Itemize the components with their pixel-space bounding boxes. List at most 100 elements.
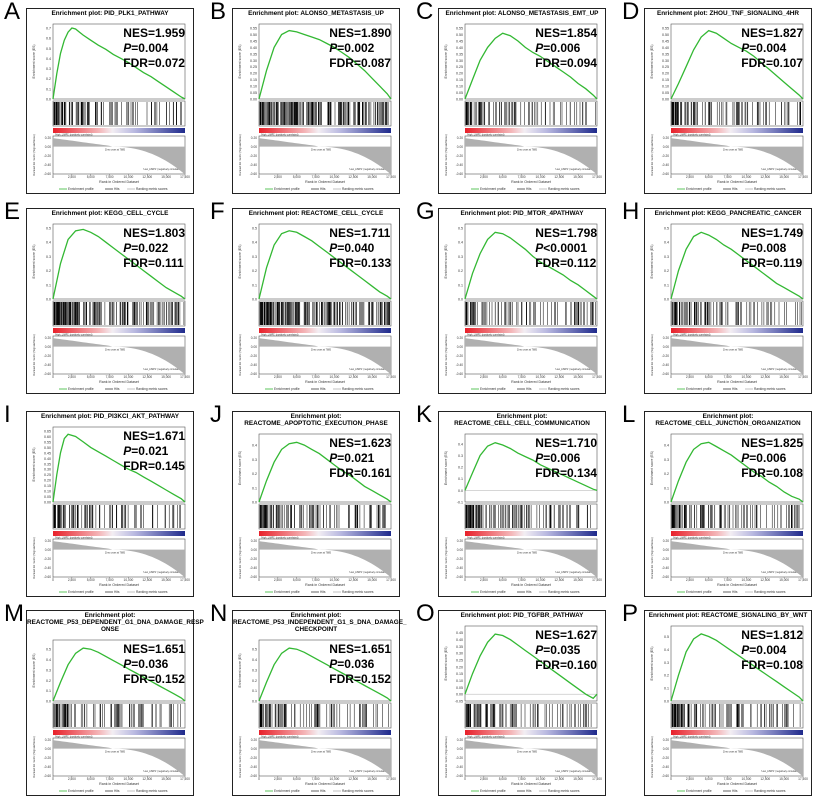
legend-entry-hits: Hits	[732, 187, 738, 191]
metric-tick-label: 0.20	[45, 336, 51, 340]
es-axis-label: Enrichment score (ES)	[238, 451, 242, 485]
x-axis-label: Rank in Ordered Dataset	[717, 180, 757, 184]
x-tick-label: 12,500	[760, 777, 770, 781]
es-tick-label: 0.4	[664, 648, 669, 652]
x-tick-label: 0	[52, 375, 54, 379]
x-tick-label: 0	[670, 175, 672, 179]
enrichment-curve	[52, 27, 186, 100]
plot-frame: Enrichment plot: KEGG_PANCREATIC_CANCER 0…	[644, 208, 812, 394]
es-tick-label: 0.30	[44, 468, 51, 472]
x-tick-label: 5,000	[87, 375, 95, 379]
legend: Enrichment profile Hits Ranking metric sco…	[471, 590, 580, 594]
nes-line: NES=1.825	[741, 436, 803, 450]
x-tick-label: 5,000	[293, 375, 301, 379]
hits-area	[258, 503, 392, 530]
plot-frame: Enrichment plot: REACTOME_CELL_JUNCTION_…	[644, 411, 812, 597]
x-tick-label: 15,000	[161, 578, 171, 582]
stats-block: NES=1.812 P=0.004 FDR=0.108	[741, 628, 803, 673]
gsea-svg: 0.4 0.3 0.2 0.1 0.0 Enrichment score (ES) 'Hig…	[238, 433, 396, 594]
fdr-line: FDR=0.087	[329, 56, 391, 70]
x-tick-label: 12,500	[142, 777, 152, 781]
stats-block: NES=1.651 P=0.036 FDR=0.152	[329, 642, 391, 687]
metric-tick-label: -0.20	[456, 154, 463, 158]
x-axis-label: Rank in Ordered Dataset	[511, 782, 551, 786]
ranking-metric-area	[259, 740, 391, 777]
legend-entry-metric: Ranking metric scores	[754, 187, 786, 191]
low-phenotype-label: 'Low_LIMP1' (negatively correlated)	[555, 770, 593, 773]
plot-title: Enrichment plot: ZHOU_TNF_SIGNALING_4HR	[656, 10, 800, 17]
metric-tick-label: -0.20	[456, 557, 463, 561]
high-phenotype-label: 'High_LIMP1' (positively correlated)	[467, 736, 505, 739]
es-plot-area	[52, 223, 186, 300]
es-tick-label: 0.55	[456, 27, 463, 31]
hits-area	[464, 100, 598, 127]
p-line: P=0.006	[535, 451, 581, 465]
metric-tick-label: -0.40	[456, 163, 463, 167]
es-tick-label: 0.2	[252, 269, 257, 273]
es-tick-label: 0.2	[252, 679, 257, 683]
es-axis-label: Enrichment score (ES)	[650, 646, 654, 680]
ranking-color-bar	[465, 128, 597, 133]
ranking-metric-area	[259, 338, 391, 375]
x-tick-label: 12,500	[554, 578, 564, 582]
es-axis-label: Enrichment score (ES)	[650, 451, 654, 485]
x-axis-label: Rank in Ordered Dataset	[511, 380, 551, 384]
low-phenotype-label: 'Low_LIMP1' (negatively correlated)	[349, 571, 387, 574]
es-tick-label: 0.0	[664, 298, 669, 302]
es-tick-label: 0.1	[46, 283, 51, 287]
hit-lines	[671, 102, 801, 125]
fdr-value: 0.152	[360, 672, 391, 686]
ranking-color-bar	[53, 328, 185, 333]
es-tick-label: 0.50	[44, 446, 51, 450]
metric-tick-label: -0.60	[662, 372, 669, 376]
p-line: P=0.040	[329, 241, 375, 255]
es-tick-label: 0.65	[44, 430, 51, 434]
metric-tick-label: 0.00	[251, 747, 257, 751]
gsea-svg: 0.5 0.4 0.3 0.2 0.1 0.0 Enrichment score (ES) '…	[650, 625, 808, 793]
metric-tick-label: -0.60	[44, 774, 51, 778]
gsea-svg: 0.55 0.50 0.45 0.40 0.35 0.30 0.25 0.20 0.15 0.10…	[444, 23, 602, 191]
legend-entry-hits: Hits	[526, 789, 532, 793]
ranking-color-bar	[53, 531, 185, 536]
x-tick-label: 5,000	[293, 777, 301, 781]
x-tick-label: 15,000	[367, 375, 377, 379]
x-tick-label: 5,000	[705, 175, 713, 179]
x-axis-label: Rank in Ordered Dataset	[511, 180, 551, 184]
x-tick-label: 12,500	[554, 777, 564, 781]
ranking-metric-area	[671, 338, 803, 375]
es-tick-label: 0.30	[662, 59, 669, 63]
legend-entry-hits: Hits	[114, 590, 120, 594]
es-tick-label: 0.15	[250, 78, 257, 82]
es-plot-area	[670, 23, 804, 100]
metric-axis-label: Ranked list metric (Signal2Noise)	[32, 537, 36, 578]
hits-area	[258, 100, 392, 127]
gsea-panel-f: F Enrichment plot: REACTOME_CELL_CYCLE 0.5…	[210, 198, 400, 394]
plot-title: Enrichment plot: REACTOME_CELL_CYCLE	[248, 210, 384, 217]
nes-value: 1.825	[772, 436, 803, 450]
zero-cross-label: Zero cross at 7885	[311, 751, 332, 754]
hits-area	[258, 300, 392, 327]
x-tick-label: 17,500	[180, 175, 190, 179]
x-tick-label: 7,500	[518, 175, 526, 179]
high-phenotype-label: 'High_LIMP1' (positively correlated)	[261, 537, 299, 540]
p-line: P=0.004	[123, 41, 169, 55]
metric-tick-label: -0.20	[662, 756, 669, 760]
legend-entry-hits: Hits	[114, 387, 120, 391]
p-line: P=0.022	[123, 241, 169, 255]
legend-entry-metric: Ranking metric scores	[754, 789, 786, 793]
x-tick-label: 10,000	[330, 578, 340, 582]
es-tick-label: 0.05	[44, 495, 51, 499]
es-tick-label: 0.0	[458, 489, 463, 493]
fdr-value: 0.107	[772, 56, 803, 70]
x-tick-label: 5,000	[499, 578, 507, 582]
metric-axis-label: Ranked list metric (Signal2Noise)	[444, 537, 448, 578]
ranking-metric-area	[53, 740, 185, 777]
x-tick-label: 10,000	[330, 375, 340, 379]
es-tick-label: 0.10	[250, 85, 257, 89]
gsea-svg: 0.4 0.3 0.2 0.1 0.0 -0.1 Enrichment score (ES)…	[444, 433, 602, 594]
high-phenotype-label: 'High_LIMP1' (positively correlated)	[261, 334, 299, 337]
es-tick-label: 0.1	[458, 477, 463, 481]
es-plot-area	[52, 639, 186, 702]
x-tick-label: 0	[464, 175, 466, 179]
